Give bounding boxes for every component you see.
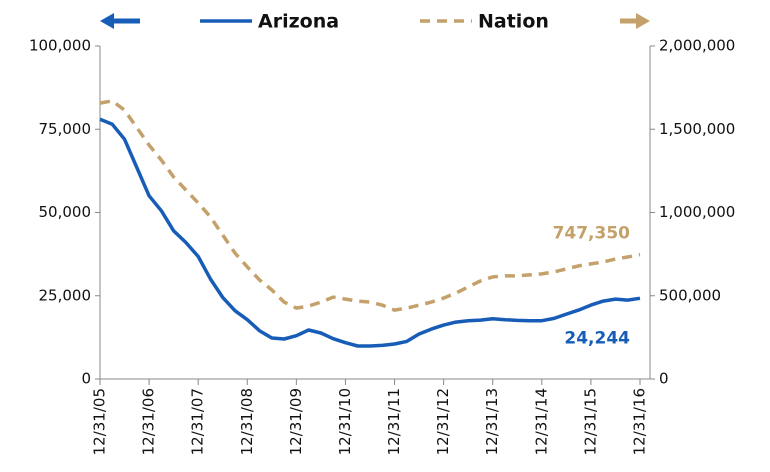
x-tick-label: 12/31/09	[287, 388, 305, 455]
y-tick-label: 50,000	[39, 203, 92, 221]
y-tick-label: 0	[81, 370, 91, 388]
x-tick-label: 12/31/10	[336, 388, 354, 455]
left-axis-arrow	[100, 13, 140, 29]
x-tick-label: 12/31/07	[189, 388, 207, 455]
series-line	[99, 117, 641, 348]
x-tick-label: 12/31/06	[140, 388, 158, 455]
x-tick-label: 12/31/15	[581, 388, 599, 455]
y2-tick-label: 2,000,000	[659, 37, 735, 55]
x-tick-label: 12/31/12	[434, 388, 452, 455]
x-tick-label: 12/31/16	[631, 388, 649, 455]
end-label: 747,350	[553, 224, 631, 244]
legend-label: Arizona	[258, 11, 339, 33]
x-tick-label: 12/31/08	[238, 388, 256, 455]
y-tick-label: 100,000	[29, 37, 91, 55]
y-tick-label: 75,000	[39, 120, 92, 138]
x-tick-label: 12/31/14	[532, 388, 550, 455]
legend-label: Nation	[478, 11, 549, 33]
x-tick-label: 12/31/05	[91, 388, 109, 455]
x-tick-label: 12/31/11	[385, 388, 403, 455]
y2-tick-label: 500,000	[659, 286, 721, 304]
x-tick-label: 12/31/13	[483, 388, 501, 455]
right-axis-arrow	[620, 13, 650, 29]
y-tick-label: 25,000	[39, 286, 92, 304]
y2-tick-label: 1,500,000	[659, 120, 735, 138]
y2-tick-label: 1,000,000	[659, 203, 735, 221]
y2-tick-label: 0	[659, 370, 669, 388]
end-label: 24,244	[564, 328, 630, 348]
series-line	[99, 99, 641, 312]
